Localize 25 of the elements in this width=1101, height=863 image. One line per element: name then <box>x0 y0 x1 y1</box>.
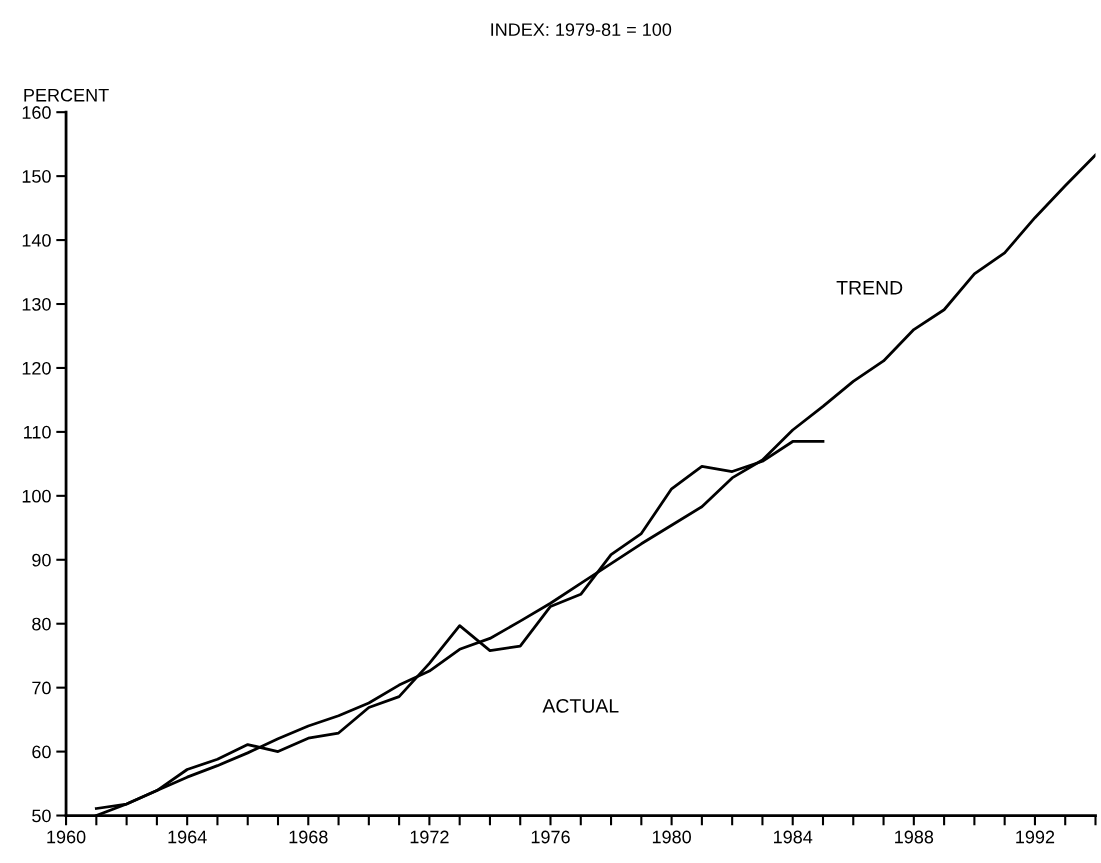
x-tick-label: 1976 <box>531 830 570 844</box>
y-tick-label: 150 <box>22 170 51 183</box>
y-tick-label: 130 <box>22 297 51 311</box>
x-tick-label: 1968 <box>289 830 328 844</box>
chart-title: INDEX: 1979-81 = 100 <box>491 23 672 36</box>
x-tick-label: 1960 <box>47 830 86 844</box>
y-tick-label: 50 <box>32 809 51 823</box>
y-tick-label: 70 <box>32 681 51 695</box>
y-tick-label: 110 <box>24 425 51 439</box>
x-tick-label: 1984 <box>774 830 813 844</box>
y-tick-label: 140 <box>22 234 51 247</box>
y-tick-label: 60 <box>32 745 51 759</box>
x-tick-label: 1972 <box>410 830 449 844</box>
y-tick-label: 80 <box>32 617 51 631</box>
y-tick-label: 100 <box>22 489 51 503</box>
x-tick-label: 1964 <box>168 830 207 844</box>
x-tick-label: 1992 <box>1016 830 1055 844</box>
x-tick-label: 1988 <box>895 830 934 844</box>
y-tick-label: 90 <box>32 553 51 567</box>
series-label: TREND <box>836 281 903 295</box>
y-tick-label: 160 <box>22 106 51 119</box>
text: ACTUAL <box>542 698 619 713</box>
y-tick-label: 120 <box>22 361 51 375</box>
x-tick-label: 1980 <box>652 830 691 844</box>
y-axis-title: PERCENT <box>24 88 109 102</box>
